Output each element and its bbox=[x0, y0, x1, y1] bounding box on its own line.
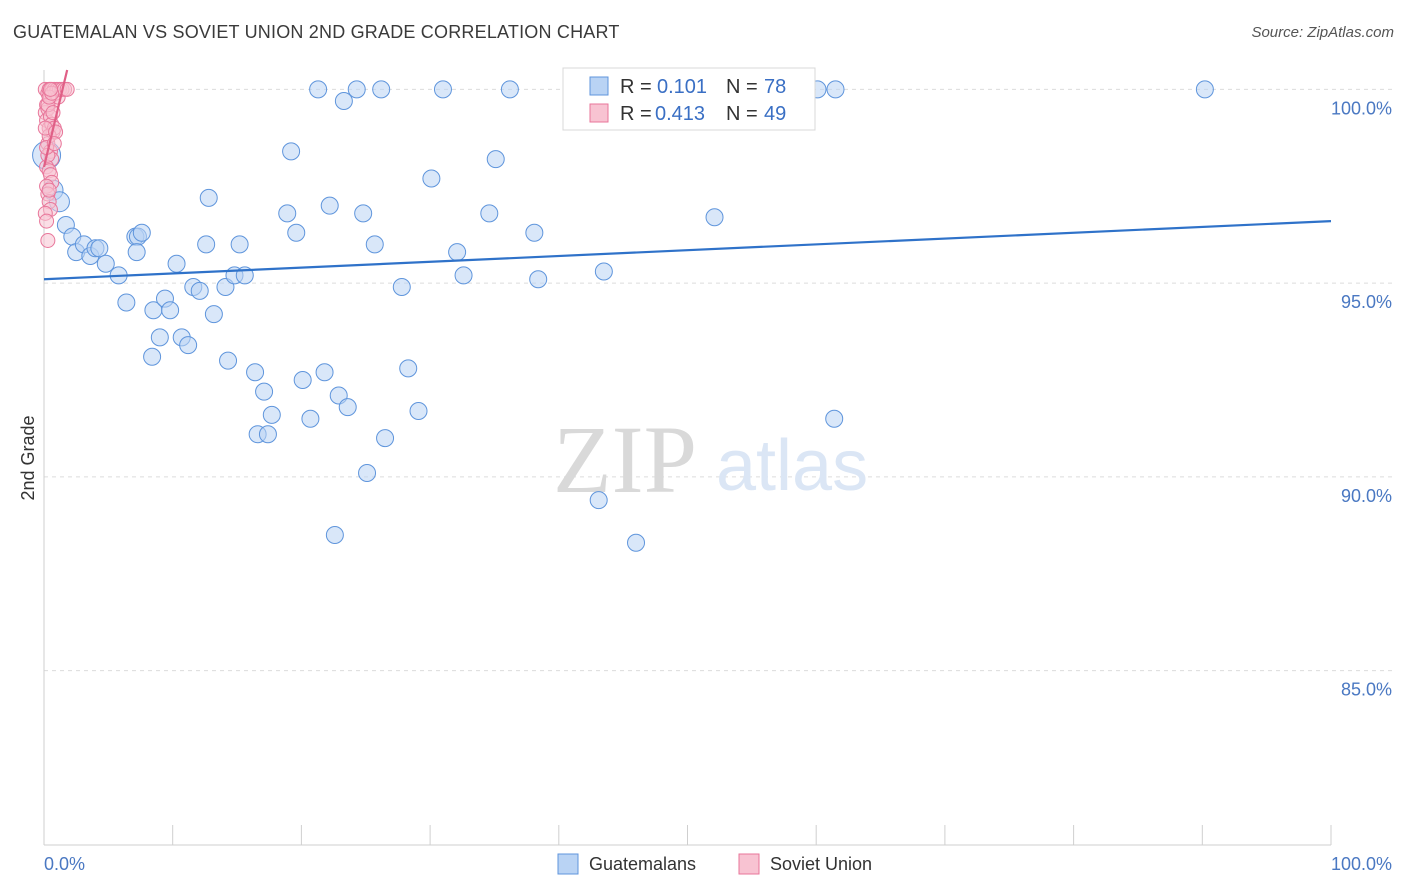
point-guatemalans-40 bbox=[278, 204, 297, 223]
legend-swatch-blue bbox=[589, 76, 609, 96]
legend-n-label-1: N = bbox=[726, 76, 758, 98]
bottom-legend-soviet-union: Soviet Union bbox=[770, 854, 872, 874]
trendline-guatemalans bbox=[43, 220, 1332, 281]
point-guatemalans-31 bbox=[219, 351, 238, 370]
watermark: ZIP atlas bbox=[553, 406, 868, 513]
point-guatemalans-57 bbox=[376, 429, 395, 448]
point-guatemalans-47 bbox=[320, 196, 339, 215]
point-guatemalans-27 bbox=[197, 235, 216, 254]
point-guatemalans-46 bbox=[315, 363, 334, 382]
bottom-legend-guatemalans: Guatemalans bbox=[589, 854, 696, 874]
legend-r-value-2: 0.413 bbox=[655, 103, 705, 125]
x-tick-label-1: 100.0% bbox=[1331, 854, 1392, 874]
point-guatemalans-15 bbox=[127, 243, 146, 262]
point-guatemalans-44 bbox=[301, 409, 320, 428]
watermark-atlas: atlas bbox=[716, 426, 868, 506]
point-guatemalans-10 bbox=[96, 254, 115, 273]
y-tick-label-1: 90.0% bbox=[1341, 486, 1392, 506]
grid-lines bbox=[44, 88, 1392, 672]
point-guatemalans-22 bbox=[167, 254, 186, 273]
point-guatemalans-16 bbox=[132, 223, 151, 242]
bottom-legend: Guatemalans Soviet Union bbox=[557, 853, 872, 875]
point-guatemalans-35 bbox=[246, 363, 265, 382]
legend-r-value-1: 0.101 bbox=[657, 76, 707, 98]
bottom-legend-swatch-pink bbox=[738, 853, 760, 875]
y-axis-title: 2nd Grade bbox=[18, 415, 38, 500]
y-tick-label-0: 85.0% bbox=[1341, 680, 1392, 700]
point-guatemalans-24 bbox=[179, 336, 198, 355]
point-guatemalans-63 bbox=[448, 243, 467, 262]
point-guatemalans-54 bbox=[358, 464, 377, 482]
point-guatemalans-45 bbox=[309, 80, 328, 99]
point-guatemalans-65 bbox=[480, 204, 499, 223]
y-tick-label-3: 100.0% bbox=[1331, 98, 1392, 118]
point-guatemalans-59 bbox=[399, 359, 418, 378]
trend-lines bbox=[42, 69, 1332, 281]
y-tick-labels: 85.0% 90.0% 95.0% 100.0% bbox=[1331, 98, 1392, 699]
legend-n-value-1: 78 bbox=[764, 76, 786, 98]
y-tick-label-2: 95.0% bbox=[1341, 292, 1392, 312]
bottom-legend-swatch-blue bbox=[557, 853, 579, 875]
point-guatemalans-43 bbox=[293, 371, 312, 389]
point-guatemalans-62 bbox=[433, 80, 452, 99]
point-guatemalans-9 bbox=[90, 239, 109, 258]
point-soviet-union-38 bbox=[40, 233, 56, 248]
point-guatemalans-70 bbox=[589, 491, 608, 510]
legend-r-label-2: R = bbox=[620, 103, 652, 125]
point-guatemalans-39 bbox=[262, 405, 281, 424]
point-guatemalans-17 bbox=[143, 347, 162, 366]
point-guatemalans-29 bbox=[204, 305, 223, 324]
point-guatemalans-69 bbox=[529, 270, 548, 289]
point-guatemalans-37 bbox=[255, 382, 274, 401]
point-guatemalans-76 bbox=[825, 409, 844, 428]
point-guatemalans-50 bbox=[334, 92, 353, 110]
x-tick-label-0: 0.0% bbox=[44, 854, 85, 874]
point-guatemalans-28 bbox=[199, 188, 218, 207]
point-guatemalans-26 bbox=[190, 281, 209, 300]
point-guatemalans-77 bbox=[1195, 80, 1214, 99]
point-guatemalans-42 bbox=[287, 223, 306, 242]
point-guatemalans-41 bbox=[282, 142, 301, 161]
x-tick-labels: 0.0% 100.0% bbox=[44, 854, 1392, 874]
point-guatemalans-58 bbox=[392, 278, 411, 296]
point-guatemalans-38 bbox=[258, 425, 277, 444]
point-soviet-union-39 bbox=[41, 182, 57, 198]
legend-r-label-1: R = bbox=[620, 76, 652, 98]
point-guatemalans-52 bbox=[347, 80, 366, 99]
point-guatemalans-21 bbox=[161, 301, 180, 320]
point-guatemalans-56 bbox=[372, 80, 391, 99]
point-guatemalans-72 bbox=[627, 533, 646, 552]
point-guatemalans-53 bbox=[354, 204, 373, 223]
trendline-soviet-union bbox=[42, 69, 69, 168]
point-soviet-union-37 bbox=[39, 213, 55, 229]
source-credit: Source: ZipAtlas.com bbox=[1251, 24, 1394, 41]
point-guatemalans-51 bbox=[338, 398, 357, 417]
legend-n-value-2: 49 bbox=[764, 103, 786, 125]
watermark-zip: ZIP bbox=[553, 406, 697, 513]
point-guatemalans-60 bbox=[409, 402, 428, 420]
point-guatemalans-61 bbox=[422, 169, 441, 188]
point-soviet-union-48 bbox=[42, 81, 58, 97]
point-guatemalans-12 bbox=[117, 293, 136, 312]
point-guatemalans-66 bbox=[486, 150, 505, 169]
point-guatemalans-64 bbox=[454, 266, 473, 285]
point-guatemalans-73 bbox=[705, 208, 724, 227]
legend-swatch-pink bbox=[589, 103, 609, 123]
chart-title: GUATEMALAN VS SOVIET UNION 2ND GRADE COR… bbox=[13, 22, 620, 42]
point-guatemalans-67 bbox=[500, 80, 519, 99]
legend-box: R = 0.101 N = 78 R = 0.413 N = 49 bbox=[562, 67, 816, 131]
point-guatemalans-68 bbox=[525, 223, 544, 242]
point-guatemalans-33 bbox=[230, 235, 249, 254]
legend-n-label-2: N = bbox=[726, 103, 758, 125]
point-guatemalans-71 bbox=[594, 262, 613, 281]
point-guatemalans-55 bbox=[365, 235, 384, 254]
point-guatemalans-19 bbox=[150, 328, 169, 347]
point-guatemalans-48 bbox=[325, 526, 344, 544]
point-guatemalans-75 bbox=[826, 80, 845, 99]
